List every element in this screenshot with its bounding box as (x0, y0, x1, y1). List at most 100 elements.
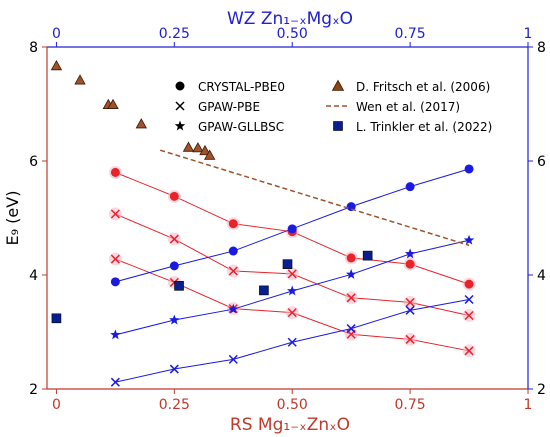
plot-frame (46, 46, 529, 390)
wen-dashed-line (159, 149, 470, 247)
series-rs-gpaw-pbe (108, 252, 476, 358)
left-tick-label: 6 (29, 154, 38, 170)
fritsch-point (204, 149, 216, 160)
right-tick-label: 2 (537, 382, 546, 398)
trinkler-point (259, 285, 269, 296)
bottom-tick-label: 0.25 (159, 397, 190, 413)
data-point (110, 329, 121, 340)
data-point (346, 253, 356, 263)
left-axis-ticks: 2 4 6 8 (29, 40, 47, 398)
data-point (228, 266, 238, 276)
data-point (405, 259, 415, 269)
data-point (110, 209, 120, 219)
trinkler-point (51, 313, 62, 324)
data-point (169, 364, 179, 374)
series-wz-gpaw-pbe (110, 294, 474, 387)
bottom-axis-ticks: 0 0.25 0.50 0.75 1 (52, 389, 532, 413)
legend-item: CRYSTAL-PBE0 (175, 80, 285, 94)
legend-swatch (175, 101, 185, 111)
bottom-tick-label: 0.75 (395, 397, 426, 413)
legend-label: CRYSTAL-PBE0 (198, 80, 285, 94)
data-point (346, 202, 356, 212)
data-point (286, 285, 298, 296)
data-point (287, 337, 297, 347)
data-point (110, 377, 120, 387)
left-tick-label: 8 (29, 40, 38, 56)
data-point (287, 224, 297, 234)
legend: CRYSTAL-PBE0 GPAW-PBE GPAW-GLLBSC D. Fritsc… (174, 79, 492, 134)
legend-swatch (331, 79, 345, 91)
reference-data-layer (50, 59, 470, 324)
data-point (110, 254, 120, 264)
left-tick-label: 2 (29, 382, 38, 398)
legend-swatch (333, 121, 343, 131)
top-axis-label: WZ Zn₁₋ₓMgₓO (227, 9, 353, 29)
top-tick-label: 1 (524, 26, 533, 42)
data-point (405, 305, 415, 315)
bottom-axis-label: RS Mg₁₋ₓZnₓO (230, 415, 350, 435)
data-point (464, 164, 474, 174)
series-wz-gpaw-gllbsc (110, 234, 475, 340)
right-tick-label: 8 (537, 40, 546, 56)
legend-label: D. Fritsch et al. (2006) (356, 80, 490, 94)
bottom-tick-label: 0.50 (277, 397, 308, 413)
bottom-tick-label: 0 (52, 397, 61, 413)
data-point (405, 334, 415, 344)
series-layer (108, 164, 476, 387)
legend-label: L. Trinkler et al. (2022) (356, 120, 492, 134)
fritsch-point (182, 141, 195, 152)
data-point (464, 310, 474, 321)
series-wz-crystal-pbe0 (110, 164, 474, 287)
data-point (228, 303, 239, 314)
data-point (405, 182, 415, 192)
data-point (345, 268, 357, 279)
right-tick-label: 4 (537, 268, 546, 284)
data-point (464, 294, 474, 305)
legend-label: Wen et al. (2017) (356, 100, 460, 114)
series-rs-gpaw-gllbsc (108, 207, 476, 322)
data-point (464, 279, 474, 289)
data-point (169, 191, 179, 201)
data-point (228, 354, 238, 364)
legend-item: GPAW-PBE (175, 100, 260, 114)
fritsch-point (192, 142, 204, 153)
right-tick-label: 6 (537, 154, 546, 170)
bottom-tick-label: 1 (524, 397, 533, 413)
data-point (228, 219, 238, 229)
data-point (287, 308, 297, 318)
left-tick-label: 4 (29, 268, 38, 284)
fritsch-point (135, 118, 147, 129)
top-tick-label: 0 (52, 26, 61, 42)
data-point (405, 297, 415, 307)
data-point (346, 293, 356, 303)
data-point (228, 246, 238, 256)
trinkler-point (174, 281, 184, 291)
fritsch-point (50, 59, 63, 71)
legend-item: Wen et al. (2017) (326, 100, 460, 114)
legend-swatch (174, 120, 186, 131)
fritsch-point (74, 74, 86, 85)
right-axis-ticks: 2 4 6 8 (528, 40, 546, 398)
data-point (287, 269, 297, 279)
data-point (169, 314, 180, 325)
data-point (464, 346, 474, 356)
data-point (346, 324, 356, 334)
data-point (110, 167, 120, 177)
top-tick-label: 0.50 (277, 26, 308, 42)
data-point (169, 261, 179, 271)
top-tick-label: 0.75 (395, 26, 426, 42)
legend-item: D. Fritsch et al. (2006) (331, 79, 490, 94)
legend-item: GPAW-GLLBSC (174, 120, 284, 134)
fritsch-point (199, 144, 211, 156)
top-tick-label: 0.25 (159, 26, 190, 42)
data-point (169, 234, 179, 244)
legend-label: GPAW-PBE (198, 100, 260, 114)
trinkler-point (282, 259, 293, 269)
data-point (463, 234, 475, 245)
fritsch-point (107, 98, 119, 109)
data-point (110, 277, 120, 287)
legend-item: L. Trinkler et al. (2022) (333, 120, 492, 134)
top-axis-ticks: 0 0.25 0.50 0.75 1 (52, 26, 532, 47)
legend-label: GPAW-GLLBSC (198, 120, 284, 134)
